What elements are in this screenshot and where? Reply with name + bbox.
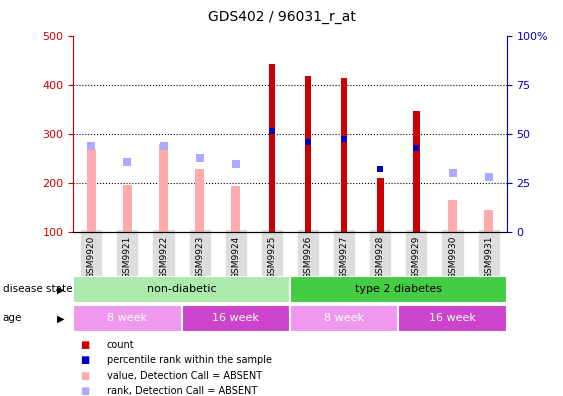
Text: value, Detection Call = ABSENT: value, Detection Call = ABSENT xyxy=(107,371,262,381)
Text: percentile rank within the sample: percentile rank within the sample xyxy=(107,355,272,365)
Text: 8 week: 8 week xyxy=(324,313,364,324)
Text: 8 week: 8 week xyxy=(108,313,148,324)
Bar xyxy=(341,78,347,232)
Bar xyxy=(231,186,240,232)
Bar xyxy=(159,145,168,232)
Bar xyxy=(305,76,311,232)
Text: 16 week: 16 week xyxy=(212,313,259,324)
Bar xyxy=(413,110,419,232)
Bar xyxy=(448,200,457,232)
Bar xyxy=(377,178,383,232)
Bar xyxy=(73,276,290,303)
Bar xyxy=(269,64,275,232)
Text: ▶: ▶ xyxy=(57,284,65,295)
Text: count: count xyxy=(107,340,135,350)
Bar xyxy=(290,305,399,332)
Text: ■: ■ xyxy=(80,355,89,365)
Text: type 2 diabetes: type 2 diabetes xyxy=(355,284,442,295)
Text: GDS402 / 96031_r_at: GDS402 / 96031_r_at xyxy=(208,10,355,24)
Bar xyxy=(73,305,181,332)
Bar xyxy=(181,305,290,332)
Bar xyxy=(484,210,493,232)
Text: disease state: disease state xyxy=(3,284,72,295)
Bar xyxy=(399,305,507,332)
Text: ■: ■ xyxy=(80,340,89,350)
Text: ■: ■ xyxy=(80,371,89,381)
Text: rank, Detection Call = ABSENT: rank, Detection Call = ABSENT xyxy=(107,386,257,396)
Bar xyxy=(195,169,204,232)
Bar xyxy=(290,276,507,303)
Text: ▶: ▶ xyxy=(57,313,65,324)
Bar xyxy=(123,185,132,232)
Text: ■: ■ xyxy=(80,386,89,396)
Text: non-diabetic: non-diabetic xyxy=(147,284,216,295)
Text: 16 week: 16 week xyxy=(429,313,476,324)
Text: age: age xyxy=(3,313,22,324)
Bar xyxy=(87,149,96,232)
